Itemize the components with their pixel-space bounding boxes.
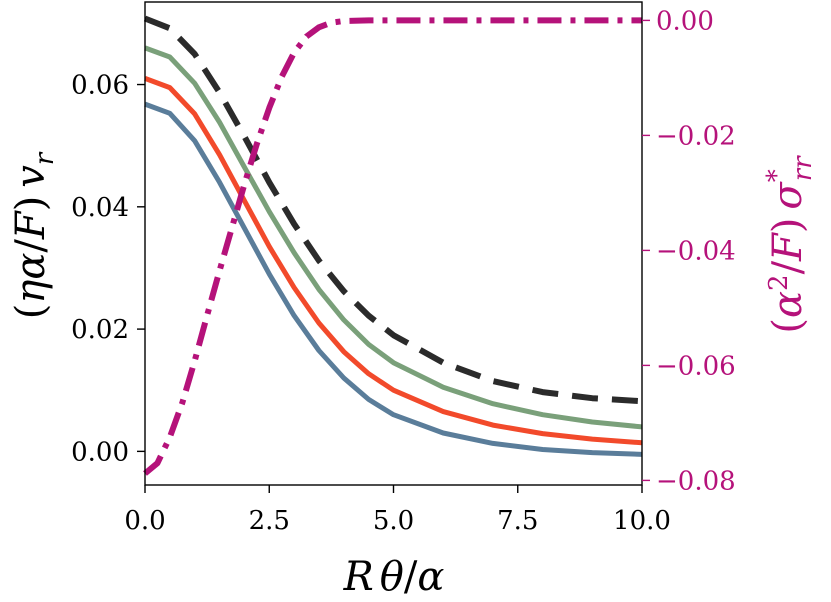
x-tick-label: 0.0 <box>124 506 165 536</box>
y-right-tick-label: −0.02 <box>656 121 736 151</box>
y-axis-right: 0.00 −0.02 −0.04 −0.06 −0.08 <box>642 6 736 496</box>
x-tick-label: 7.5 <box>497 506 538 536</box>
y-right-tick-label: −0.08 <box>656 466 736 496</box>
y-right-tick-label: −0.04 <box>656 236 736 266</box>
series-line-2 <box>144 76 643 446</box>
y-right-tick-label: 0.00 <box>656 6 714 36</box>
x-tick-label: 10.0 <box>613 506 671 536</box>
y-left-tick-label: 0.00 <box>71 437 129 467</box>
y-left-tick-label: 0.06 <box>71 71 129 101</box>
y-axis-left-title: (ηα/F)vr <box>8 151 60 319</box>
y-axis-right-title: (α2/F)σ*rr <box>762 155 818 334</box>
y-axis-left: 0.00 0.02 0.04 0.06 <box>71 71 145 467</box>
series-line-1 <box>144 101 643 457</box>
series-line-4 <box>143 15 643 405</box>
y-left-tick-label: 0.04 <box>71 193 129 223</box>
series-line-3 <box>144 45 643 430</box>
plot-series-group <box>143 15 643 476</box>
x-axis: 0.0 2.5 5.0 7.5 10.0 <box>124 485 671 536</box>
y-left-tick-label: 0.02 <box>71 315 129 345</box>
x-tick-label: 5.0 <box>373 506 414 536</box>
series-line-5 <box>143 17 642 476</box>
y-right-tick-label: −0.06 <box>656 351 736 381</box>
x-tick-label: 2.5 <box>249 506 290 536</box>
